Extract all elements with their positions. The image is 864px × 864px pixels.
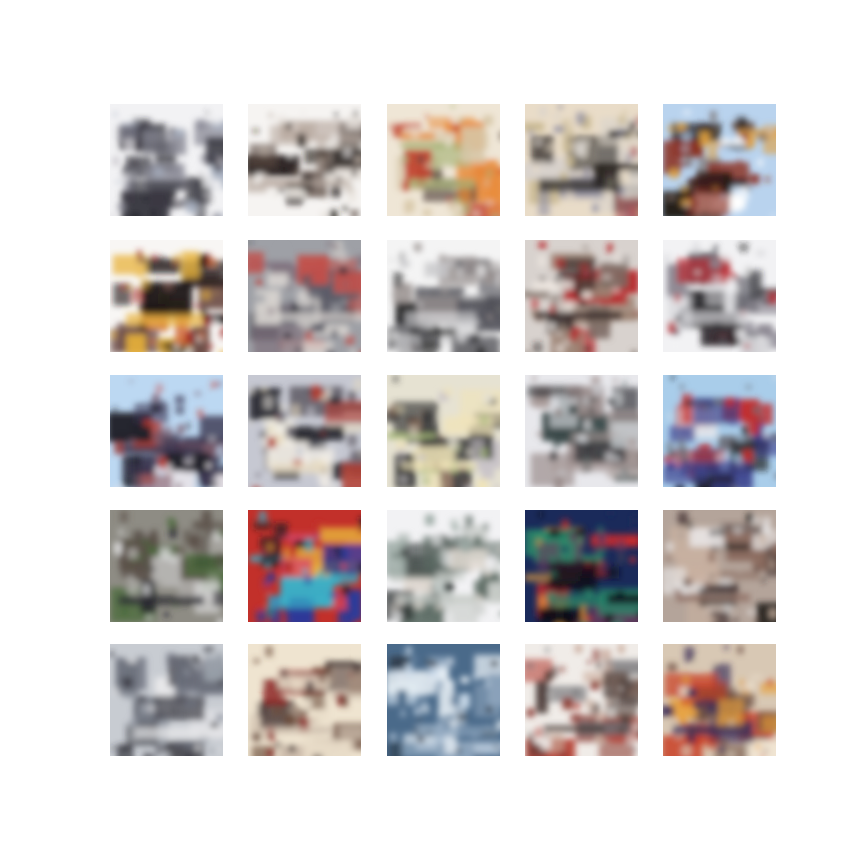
sample-image-r2c3	[387, 240, 500, 352]
sample-tile-r3c1	[110, 375, 223, 487]
sample-image-r5c5	[663, 644, 776, 756]
sample-tile-r5c1	[110, 644, 223, 756]
sample-tile-r3c3	[387, 375, 500, 487]
sample-image-r3c1	[110, 375, 223, 487]
sample-image-r4c4	[525, 510, 638, 622]
sample-tile-r2c4	[525, 240, 638, 352]
sample-image-r5c4	[525, 644, 638, 756]
sample-tile-r3c2	[248, 375, 361, 487]
sample-tile-r1c3	[387, 104, 500, 216]
sample-image-r3c3	[387, 375, 500, 487]
sample-image-r4c3	[387, 510, 500, 622]
sample-tile-r1c2	[248, 104, 361, 216]
sample-image-r4c2	[248, 510, 361, 622]
sample-image-r3c5	[663, 375, 776, 487]
sample-image-r2c5	[663, 240, 776, 352]
sample-tile-r4c1	[110, 510, 223, 622]
sample-image-r4c1	[110, 510, 223, 622]
sample-tile-r5c2	[248, 644, 361, 756]
sample-tile-r1c4	[525, 104, 638, 216]
sample-image-r1c4	[525, 104, 638, 216]
sample-image-r3c4	[525, 375, 638, 487]
sample-tile-r2c5	[663, 240, 776, 352]
sample-image-r3c2	[248, 375, 361, 487]
sample-image-r2c4	[525, 240, 638, 352]
sample-image-r5c3	[387, 644, 500, 756]
sample-image-r5c1	[110, 644, 223, 756]
sample-image-r2c2	[248, 240, 361, 352]
sample-tile-r1c1	[110, 104, 223, 216]
sample-image-r2c1	[110, 240, 223, 352]
sample-tile-r5c5	[663, 644, 776, 756]
sample-tile-r3c5	[663, 375, 776, 487]
sample-tile-r2c1	[110, 240, 223, 352]
sample-image-r4c5	[663, 510, 776, 622]
sample-tile-r4c5	[663, 510, 776, 622]
sample-tile-r4c3	[387, 510, 500, 622]
sample-tile-r2c3	[387, 240, 500, 352]
sample-image-r1c1	[110, 104, 223, 216]
sample-tile-r5c3	[387, 644, 500, 756]
sample-image-r5c2	[248, 644, 361, 756]
sample-tile-r4c2	[248, 510, 361, 622]
sample-image-r1c2	[248, 104, 361, 216]
sample-image-r1c5	[663, 104, 776, 216]
sample-tile-r4c4	[525, 510, 638, 622]
sample-tile-r1c5	[663, 104, 776, 216]
sample-tile-r5c4	[525, 644, 638, 756]
sample-tile-r2c2	[248, 240, 361, 352]
sample-tile-r3c4	[525, 375, 638, 487]
sample-image-r1c3	[387, 104, 500, 216]
